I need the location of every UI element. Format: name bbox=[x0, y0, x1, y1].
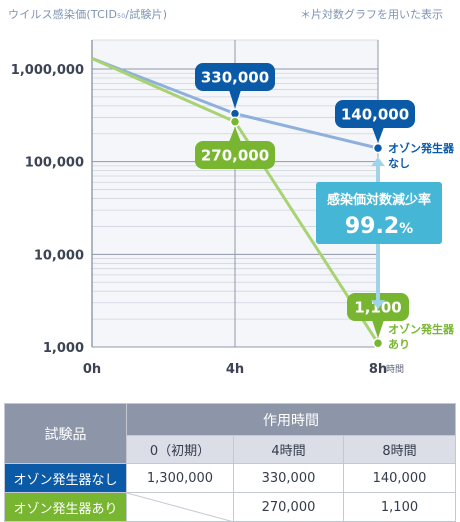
table-col-header: 4時間 bbox=[233, 435, 344, 464]
table-row: オゾン発生器あり 270,000 1,100 bbox=[4, 492, 456, 522]
table-cell-empty bbox=[126, 492, 234, 522]
series-end-label: オゾン発生器あり bbox=[388, 322, 455, 351]
data-label-pointer bbox=[229, 90, 241, 109]
data-label-pointer bbox=[229, 126, 241, 142]
y-tick-label: 100,000 bbox=[25, 156, 84, 171]
data-label-text: 140,000 bbox=[341, 106, 409, 124]
data-point bbox=[229, 116, 241, 127]
data-label-pointer bbox=[372, 320, 384, 339]
data-label: 140,000 bbox=[335, 100, 415, 144]
series-end-label-line: オゾン発生器 bbox=[388, 141, 455, 155]
results-table: 試験品 作用時間 0（初期） 4時間 8時間 オゾン発生器なし 1,300,00… bbox=[4, 403, 456, 522]
table-cell: 140,000 bbox=[343, 463, 456, 493]
y-tick-label: 1,000 bbox=[43, 341, 84, 356]
data-label-bg bbox=[195, 141, 275, 169]
table-group-header: 作用時間 bbox=[126, 403, 456, 436]
reduction-annotation-title: 感染価対数減少率 bbox=[327, 192, 431, 208]
data-point bbox=[372, 142, 384, 154]
data-label: 330,000 bbox=[195, 63, 275, 109]
y-tick-label: 1,000,000 bbox=[11, 63, 84, 78]
table-cell: 330,000 bbox=[233, 463, 344, 493]
y-tick-label: 10,000 bbox=[34, 248, 84, 263]
data-label-text: 330,000 bbox=[201, 69, 269, 87]
labels: 330,000140,000270,0001,100オゾン発生器なしオゾン発生器… bbox=[195, 63, 455, 351]
reduction-annotation-bg bbox=[316, 182, 442, 244]
data-label-bg bbox=[195, 63, 275, 91]
data-label: 270,000 bbox=[195, 126, 275, 169]
table-cell: 1,300,000 bbox=[126, 463, 234, 493]
y-axis-title: ウイルス感染価(TCID50/試験片) bbox=[8, 8, 168, 21]
data-label-text: 270,000 bbox=[201, 147, 269, 165]
reduction-arrow-head bbox=[371, 157, 385, 167]
table-col-header: 8時間 bbox=[343, 435, 456, 464]
table-col-header: 0（初期） bbox=[126, 435, 234, 464]
series-end-label-line: オゾン発生器 bbox=[388, 322, 455, 336]
table-row: オゾン発生器なし 1,300,000 330,000 140,000 bbox=[4, 463, 456, 493]
series-end-label: オゾン発生器なし bbox=[388, 141, 455, 170]
table-row-header: オゾン発生器あり bbox=[4, 492, 127, 522]
x-tick-label: 0h bbox=[83, 362, 101, 377]
data-point bbox=[372, 337, 384, 349]
data-label-bg bbox=[335, 100, 415, 128]
x-unit-label: 時間 bbox=[386, 364, 404, 375]
x-tick-label: 4h bbox=[226, 362, 244, 377]
series-end-label-line: なし bbox=[388, 157, 410, 170]
data-label-pointer bbox=[372, 127, 384, 144]
table-cell: 1,100 bbox=[343, 492, 456, 522]
series bbox=[91, 57, 384, 349]
series-end-label-line: あり bbox=[388, 338, 410, 351]
x-tick-label: 8h bbox=[369, 362, 387, 377]
reduction-annotation: 感染価対数減少率 99.2% bbox=[316, 182, 442, 244]
table-cell: 270,000 bbox=[233, 492, 344, 522]
table-corner: 試験品 bbox=[4, 403, 127, 464]
table-row-header: オゾン発生器なし bbox=[4, 463, 127, 493]
reduction-annotation-value: 99.2% bbox=[345, 214, 413, 239]
reduction-arrow-head bbox=[371, 300, 385, 310]
chart-note: ＊片対数グラフを用いた表示 bbox=[300, 8, 443, 21]
